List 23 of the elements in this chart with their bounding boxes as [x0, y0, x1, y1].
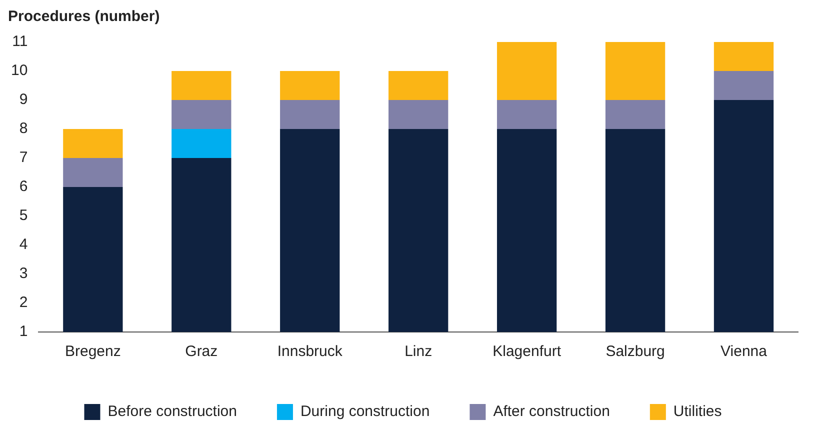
x-tick-label: Bregenz [64, 343, 121, 360]
y-tick-label: 11 [12, 33, 28, 50]
y-tick-label: 9 [19, 91, 28, 108]
x-tick-label: Graz [185, 343, 218, 360]
legend-label: During construction [300, 403, 430, 420]
x-tick-label: Linz [404, 343, 432, 360]
legend-label: After construction [493, 403, 610, 420]
x-tick-label: Klagenfurt [492, 343, 562, 360]
y-tick-label: 1 [19, 323, 28, 340]
y-tick-label: 4 [19, 236, 28, 254]
y-tick-label: 3 [19, 265, 28, 282]
y-axis-title: Procedures (number) [8, 8, 161, 27]
y-tick-label: 6 [19, 178, 28, 196]
legend-label: Utilities [673, 403, 722, 420]
x-tick-label: Vienna [720, 343, 768, 360]
y-tick-label: 10 [10, 62, 28, 80]
y-tick-label: 2 [19, 294, 28, 312]
x-tick-label: Salzburg [606, 343, 665, 360]
y-tick-label: 8 [19, 120, 28, 138]
y-tick-label: 7 [19, 149, 28, 166]
legend-label: Before construction [108, 403, 237, 420]
y-tick-label: 5 [19, 207, 28, 224]
x-tick-label: Innsbruck [277, 343, 343, 360]
